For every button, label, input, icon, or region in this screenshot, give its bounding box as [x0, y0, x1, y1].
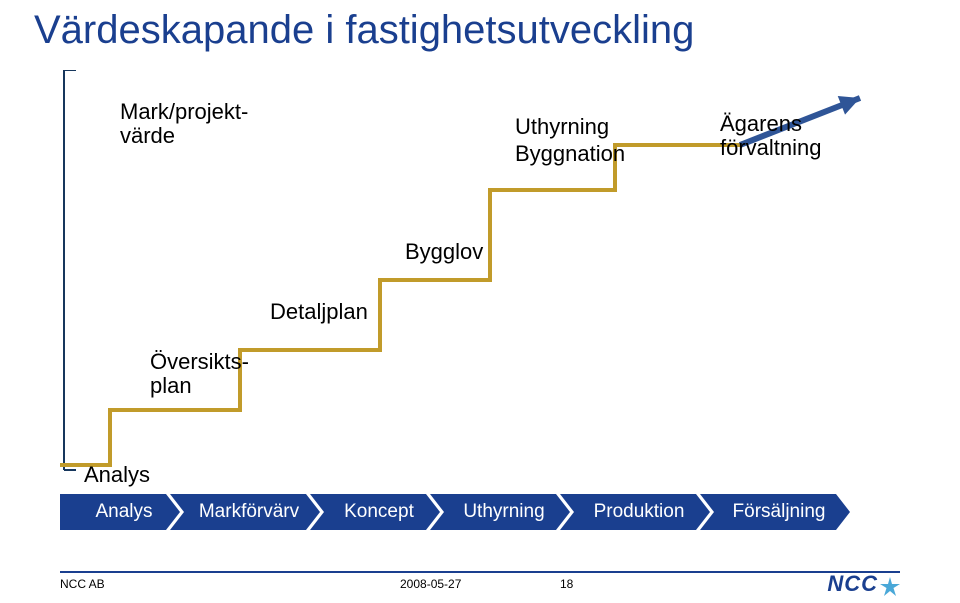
- stage-label: Uthyrning: [515, 115, 609, 139]
- process-step-label: Markförvärv: [191, 501, 299, 523]
- analys-label: Analys: [84, 462, 150, 488]
- footer-date: 2008-05-27: [400, 577, 461, 591]
- stage-label: Detaljplan: [270, 300, 368, 324]
- process-step-label: Produktion: [586, 501, 685, 523]
- process-step-koncept: Koncept: [310, 494, 440, 530]
- value-step-diagram: Mark/projekt-värde Översikts-plan Detaljpl…: [60, 70, 890, 490]
- slide-title: Värdeskapande i fastighetsutveckling: [34, 8, 694, 53]
- slide-footer: NCC AB 2008-05-27 18 NCC: [0, 571, 960, 603]
- footer-company: NCC AB: [60, 577, 105, 591]
- process-step-label: Analys: [87, 501, 152, 523]
- logo-text: NCC: [827, 571, 878, 597]
- process-step-försäljning: Försäljning: [700, 494, 850, 530]
- stage-label: Byggnation: [515, 142, 625, 166]
- footer-divider: [60, 571, 900, 573]
- process-step-markförvärv: Markförvärv: [170, 494, 320, 530]
- process-step-label: Koncept: [336, 501, 414, 523]
- process-chevrons: Analys Markförvärv Koncept Uthyrning Produkt…: [60, 492, 900, 532]
- process-step-analys: Analys: [60, 494, 180, 530]
- stage-label: Bygglov: [405, 240, 483, 264]
- process-step-produktion: Produktion: [560, 494, 710, 530]
- process-step-label: Uthyrning: [455, 501, 544, 523]
- stage-label: Översikts-plan: [150, 350, 249, 398]
- ncc-logo: NCC: [827, 571, 900, 597]
- stage-label: Ägarensförvaltning: [720, 112, 822, 160]
- process-step-uthyrning: Uthyrning: [430, 494, 570, 530]
- process-step-label: Försäljning: [725, 501, 826, 523]
- stage-label: Mark/projekt-värde: [120, 100, 248, 148]
- footer-page: 18: [560, 577, 573, 591]
- star-icon: [880, 577, 900, 597]
